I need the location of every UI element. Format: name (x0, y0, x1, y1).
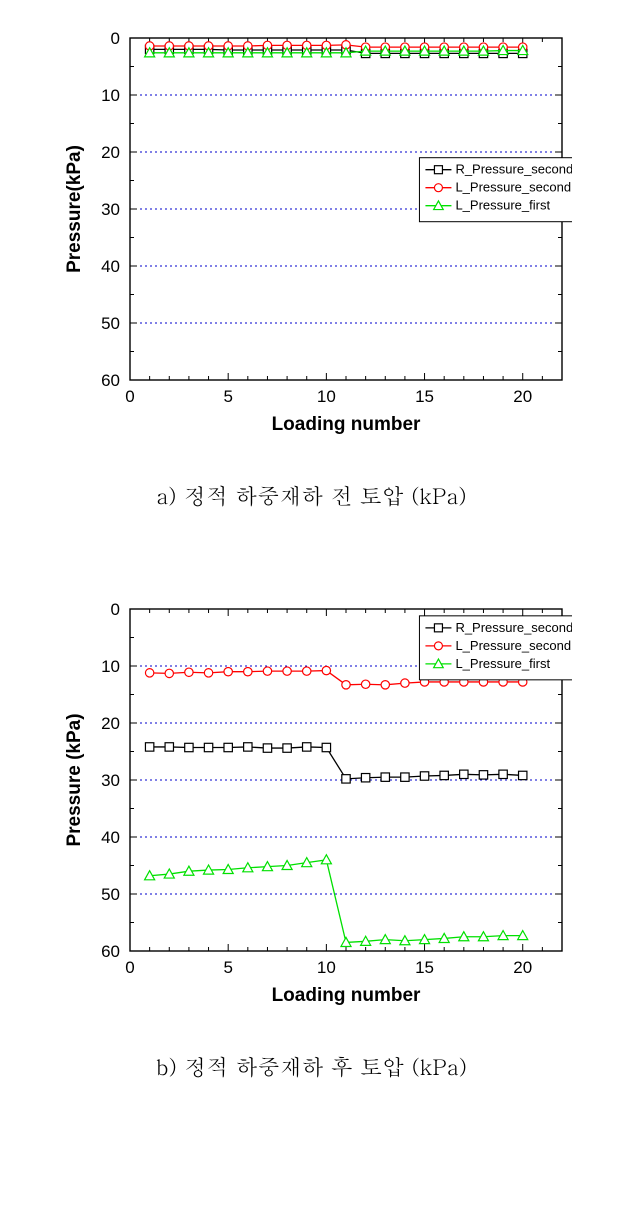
svg-text:Pressure (kPa): Pressure (kPa) (64, 713, 85, 846)
svg-text:L_Pressure_second: L_Pressure_second (455, 638, 571, 653)
chart-a-wrap: 0 5 10 15 20 0 10 20 30 40 50 60 Loading number Press… (52, 20, 572, 450)
svg-text:20: 20 (513, 387, 532, 406)
svg-text:40: 40 (101, 828, 120, 847)
svg-text:Loading number: Loading number (271, 985, 420, 1006)
svg-text:10: 10 (316, 387, 335, 406)
svg-text:L_Pressure_first: L_Pressure_first (455, 656, 550, 671)
svg-text:Pressure(kPa): Pressure(kPa) (64, 145, 85, 273)
figure-container: 051015200102030405060Loading numberPress… (0, 0, 623, 1102)
svg-text:10: 10 (101, 86, 120, 105)
svg-text:50: 50 (101, 314, 120, 333)
caption-a: a) 정적 하중재하 전 토압 (kPa) (156, 480, 466, 511)
svg-text:15: 15 (415, 387, 434, 406)
svg-text:20: 20 (513, 958, 532, 977)
caption-b: b) 정적 하중재하 후 토압 (kPa) (156, 1051, 467, 1082)
svg-text:10: 10 (101, 657, 120, 676)
svg-text:R_Pressure_second: R_Pressure_second (455, 620, 572, 635)
svg-text:60: 60 (101, 371, 120, 390)
svg-text:20: 20 (101, 143, 120, 162)
svg-text:60: 60 (101, 942, 120, 961)
chart-a: 0 5 10 15 20 0 10 20 30 40 50 60 Loading number Press… (52, 20, 572, 450)
chart-b: 0 5 10 15 20 0 10 20 30 40 50 60 Loading number Press… (52, 591, 572, 1021)
svg-text:0: 0 (110, 600, 119, 619)
svg-text:5: 5 (223, 387, 232, 406)
svg-text:50: 50 (101, 885, 120, 904)
svg-text:R_Pressure_second: R_Pressure_second (455, 162, 572, 177)
chart-b-wrap: 0 5 10 15 20 0 10 20 30 40 50 60 Loading number Press… (52, 591, 572, 1021)
svg-text:0: 0 (125, 387, 134, 406)
svg-text:20: 20 (101, 714, 120, 733)
svg-text:5: 5 (223, 958, 232, 977)
svg-text:30: 30 (101, 771, 120, 790)
svg-text:0: 0 (125, 958, 134, 977)
svg-text:30: 30 (101, 200, 120, 219)
svg-text:L_Pressure_first: L_Pressure_first (455, 198, 550, 213)
svg-text:0: 0 (110, 29, 119, 48)
svg-text:40: 40 (101, 257, 120, 276)
svg-text:L_Pressure_second: L_Pressure_second (455, 180, 571, 195)
svg-text:Loading number: Loading number (271, 414, 420, 435)
svg-text:10: 10 (316, 958, 335, 977)
svg-text:15: 15 (415, 958, 434, 977)
